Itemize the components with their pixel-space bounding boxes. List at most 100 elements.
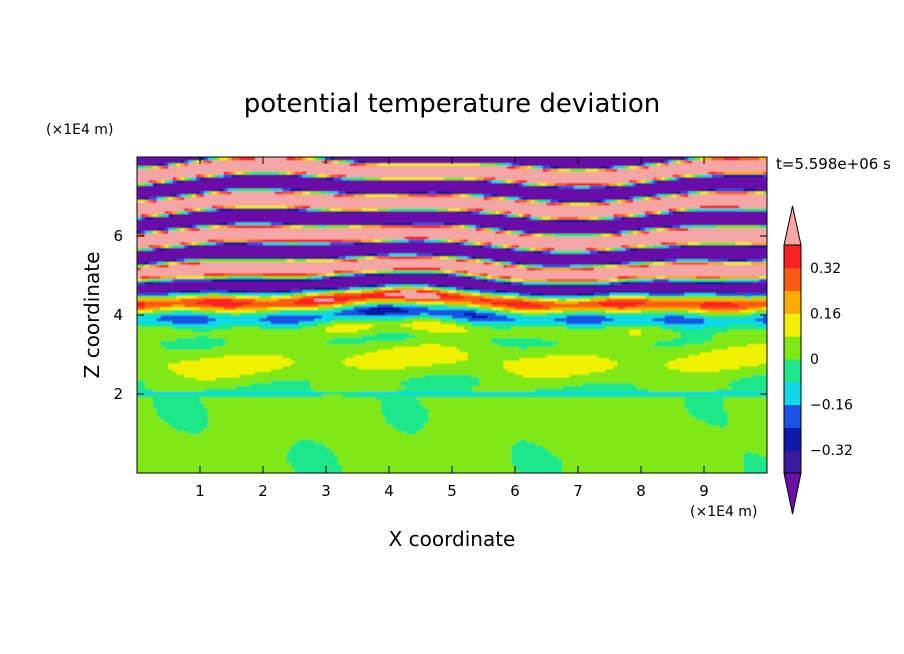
contour-cell [207,425,394,429]
contour-cell [408,331,630,336]
contour-cell [526,162,634,167]
contour-cell [534,264,544,268]
contour-cell [696,207,744,212]
contour-cell [306,275,315,279]
contour-cell [200,173,205,178]
contour-cell [156,182,162,186]
contour-cell [542,295,583,299]
contour-cell [719,275,760,279]
contour-cell [625,278,638,282]
contour-cell [361,286,374,291]
contour-cell [148,275,162,279]
contour-cell [365,300,418,305]
contour-cell [203,173,209,178]
contour-cell [314,207,323,212]
contour-cell [763,190,767,195]
contour-cell [652,244,662,248]
contour-cell [144,306,162,310]
contour-cell [700,306,748,310]
contour-cell [455,317,469,322]
contour-cell [684,207,689,212]
contour-cell [515,230,520,234]
contour-cell [137,379,146,384]
contour-cell [341,360,457,364]
contour-cell [188,244,193,248]
contour-cell [751,450,767,454]
contour-cell [625,196,630,200]
contour-cell [605,199,611,203]
contour-cell [707,422,729,426]
x-tick-label: 5 [447,482,457,500]
contour-cell [613,199,618,203]
contour-cell [412,221,445,226]
contour-cell [152,396,201,401]
contour-cell [137,264,146,268]
contour-cell [487,258,492,262]
contour-cell [593,295,611,299]
contour-cell [235,306,268,310]
contour-cell [207,408,382,412]
contour-cell [684,157,689,161]
contour-cell [440,286,449,291]
contour-cell [511,450,552,454]
contour-cell [542,250,552,254]
contour-cell [511,275,618,279]
contour-cell [452,241,457,246]
contour-cell [215,221,221,226]
contour-cell [617,233,622,237]
contour-cell [137,255,205,260]
contour-cell [629,244,638,248]
contour-cell [353,300,366,305]
contour-cell [530,165,536,169]
contour-cell [200,159,205,164]
contour-cell [282,221,292,226]
contour-cell [518,264,524,268]
contour-cell [152,199,158,203]
contour-cell [644,193,650,198]
contour-cell [459,255,469,260]
contour-cell [436,193,453,198]
contour-cell [542,165,552,169]
contour-cell [137,252,366,257]
contour-cell [648,162,654,167]
contour-cell [156,408,209,412]
contour-cell [715,224,760,229]
contour-cell [215,204,225,209]
contour-cell [644,162,650,167]
contour-cell [487,272,767,277]
contour-cell [365,298,406,302]
contour-cell [495,230,500,234]
contour-cell [203,275,229,279]
contour-cell [137,340,162,344]
contour-cell [192,159,197,164]
contour-cell [428,416,697,420]
contour-cell [160,179,166,183]
contour-cell [629,196,634,200]
contour-cell [329,157,335,161]
contour-cell [503,281,512,285]
contour-cell [605,202,611,206]
contour-cell [739,303,767,308]
contour-cell [605,230,615,234]
contour-cell [137,416,162,420]
contour-cell [664,224,674,229]
contour-cell [648,264,767,268]
contour-cell [341,309,359,313]
contour-cell [499,230,504,234]
contour-cell [471,320,567,325]
x-tick-label: 1 [195,482,205,500]
contour-cell [723,399,767,404]
contour-cell [428,410,689,415]
x-unit-label: (×1E4 m) [690,504,757,520]
contour-cell [219,188,225,192]
contour-cell [668,365,741,370]
contour-cell [137,351,366,356]
contour-cell [314,439,520,443]
contour-cell [160,275,177,279]
contour-cell [609,250,767,254]
contour-cell [558,250,583,254]
contour-cell [385,413,429,418]
contour-cell [192,244,201,248]
contour-cell [172,258,177,262]
contour-cell [511,326,567,330]
